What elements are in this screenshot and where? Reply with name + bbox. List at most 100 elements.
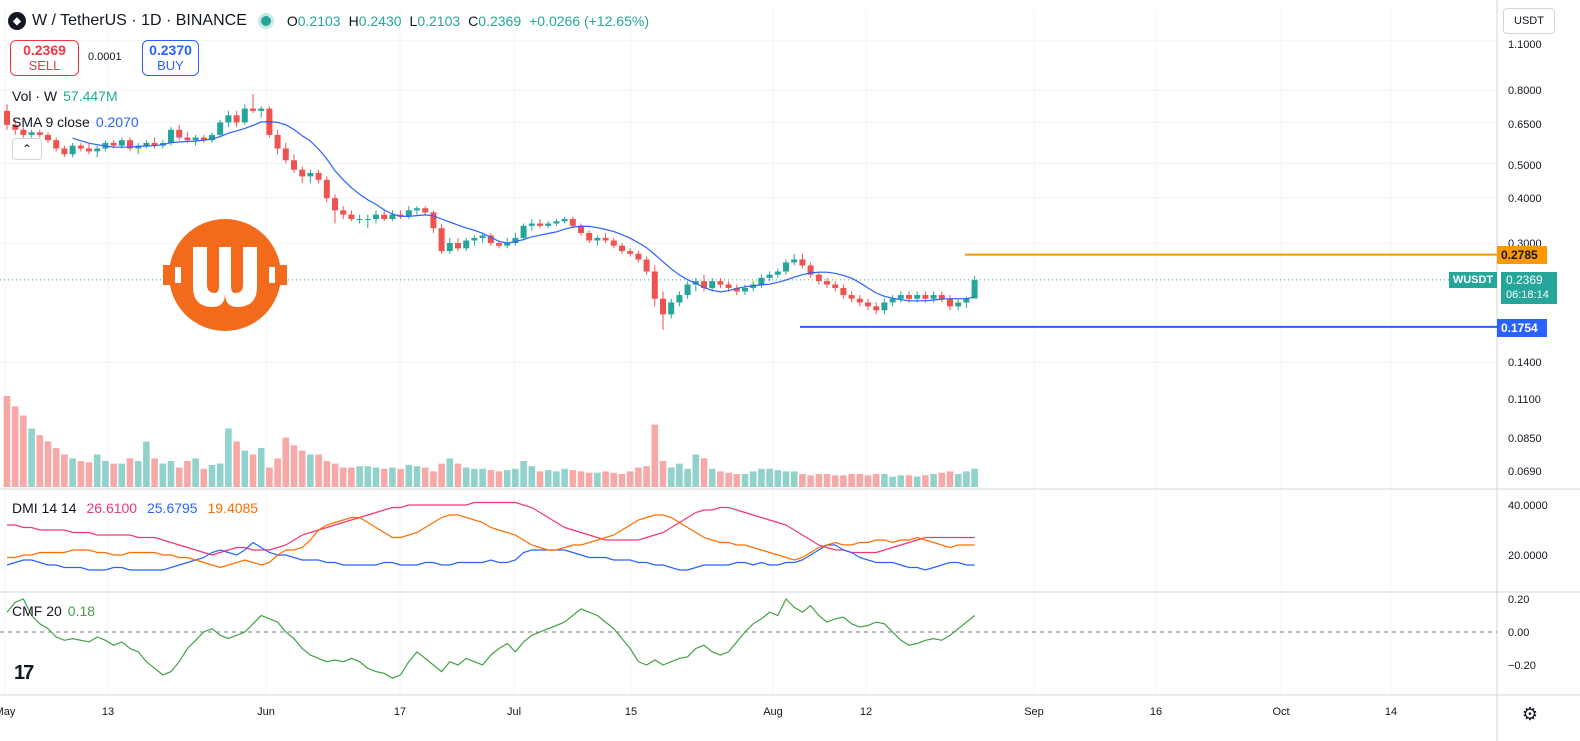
time-axis-label: 17 [394, 706, 406, 718]
symbol-title[interactable]: W / TetherUS · 1D · BINANCE [32, 12, 247, 29]
spread-value: 0.0001 [88, 51, 122, 63]
candle-body [733, 287, 740, 292]
volume-bar [192, 458, 199, 487]
volume-bar [905, 475, 913, 487]
candle-body [118, 140, 125, 146]
candle-body [963, 298, 970, 303]
gear-icon: ⚙ [1521, 703, 1539, 724]
volume-bar [495, 471, 503, 487]
candle-body [660, 298, 666, 315]
volume-bar [126, 458, 134, 487]
volume-bar [700, 458, 708, 487]
coin-logo-glyph [193, 247, 257, 307]
coin-logo-left-mark [175, 267, 181, 283]
time-axis-label: 12 [860, 706, 872, 718]
candle-body [537, 223, 543, 226]
volume-bar [249, 454, 257, 487]
dmi-legend[interactable]: DMI 14 14 26.6100 25.6795 19.4085 [12, 500, 259, 516]
volume-bar [774, 470, 782, 487]
buy-button[interactable]: 0.2370 BUY [142, 40, 199, 76]
chart-settings-button[interactable]: ⚙ [1518, 702, 1542, 726]
candle-body [479, 235, 486, 238]
candle-body [258, 108, 265, 111]
volume-bar [831, 475, 839, 487]
volume-bar [257, 448, 265, 487]
volume-bar [618, 474, 626, 487]
volume-bar [963, 471, 970, 487]
volume-bar [405, 464, 413, 487]
volume-bar [848, 474, 855, 487]
candle-body [291, 160, 297, 170]
candle-body [422, 208, 429, 213]
candle-body [28, 132, 35, 135]
candle-body [176, 129, 183, 138]
volume-bar [561, 468, 568, 487]
cmf-line [6, 597, 975, 679]
volume-bar [503, 470, 511, 487]
price-axis-label: 0.4000 [1508, 193, 1542, 205]
volume-bar [44, 441, 52, 487]
volume-bar [749, 471, 757, 487]
candle-body [4, 110, 10, 125]
volume-bar [790, 471, 798, 487]
volume-bar [397, 468, 404, 487]
horizontal-levels[interactable] [0, 253, 1497, 328]
currency-selector[interactable]: USDT [1503, 8, 1555, 34]
volume-legend[interactable]: Vol · W 57.447M [12, 88, 118, 104]
sma9-line [72, 120, 975, 302]
volume-bar [348, 467, 355, 487]
volume-bar [20, 415, 27, 487]
volume-bar [216, 463, 224, 487]
volume-bar [446, 458, 454, 487]
candle-body [791, 259, 798, 263]
candle-body [651, 271, 658, 299]
sma-legend[interactable]: SMA 9 close 0.2070 [12, 114, 139, 130]
volume-bar [799, 474, 806, 487]
candle-body [520, 225, 527, 238]
cmf-axis-label: 0.00 [1508, 627, 1529, 639]
candle-body [315, 173, 322, 180]
candle-body [110, 142, 117, 146]
candle-body [594, 237, 601, 241]
volume-bar [143, 441, 150, 487]
candle-body [12, 124, 19, 130]
dmi-lines [6, 501, 975, 571]
candle-body [668, 302, 675, 315]
volume-bar [610, 472, 618, 487]
candle-body [971, 279, 978, 299]
candle-body [807, 265, 814, 275]
candle-body [938, 295, 945, 299]
coin-logo [163, 219, 287, 331]
dmi-plus-value: 25.6795 [146, 500, 198, 516]
volume-bar [102, 461, 109, 487]
sell-button[interactable]: 0.2369 SELL [10, 40, 79, 76]
volume-bar [282, 437, 290, 487]
price-axis-label: 0.0690 [1508, 466, 1542, 478]
volume-bar [421, 467, 429, 487]
price-axis-label: 0.0850 [1508, 433, 1542, 445]
candle-body [143, 142, 150, 146]
candle-body [619, 245, 625, 252]
candle-body [799, 259, 806, 266]
volume-bar [134, 461, 142, 487]
volume-bar [167, 461, 175, 487]
dmi-diplus-line [6, 541, 975, 571]
market-status-icon [260, 16, 271, 26]
candle-body [586, 232, 593, 241]
volume-bar [487, 470, 495, 487]
cmf-legend[interactable]: CMF 20 0.18 [12, 603, 96, 619]
candle-body [332, 198, 338, 211]
candle-body [824, 281, 830, 285]
volume-bar [684, 468, 691, 487]
candle-body [53, 140, 60, 149]
collapse-legend-button[interactable]: ⌃ [12, 138, 42, 160]
candle-body [627, 251, 634, 254]
candle-body [241, 108, 248, 123]
candle-body [36, 132, 43, 135]
volume-bar [61, 454, 68, 487]
cmf-axis-label: 0.20 [1508, 594, 1529, 606]
volume-bar [651, 424, 659, 487]
volume-bar [741, 474, 749, 487]
price-axis-label: 1.1000 [1508, 39, 1542, 51]
